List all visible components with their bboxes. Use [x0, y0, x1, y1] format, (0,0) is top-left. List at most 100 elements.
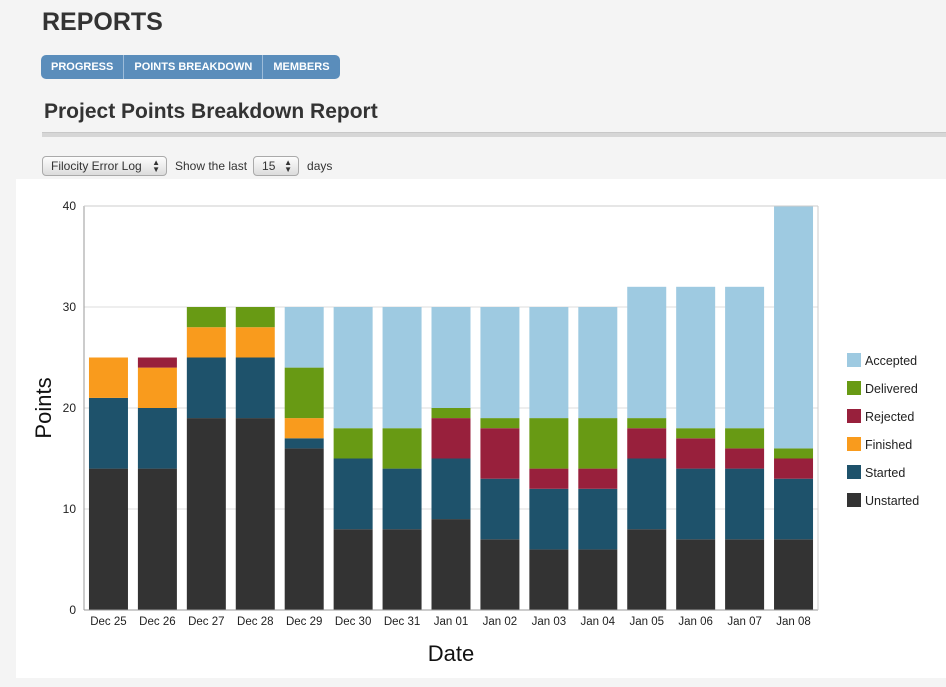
- x-tick-label: Jan 07: [727, 616, 762, 628]
- bar-segment-unstarted[interactable]: [333, 529, 373, 610]
- bar-segment-rejected[interactable]: [480, 428, 520, 479]
- bar-segment-finished[interactable]: [88, 357, 128, 398]
- legend-label-delivered: Delivered: [865, 382, 918, 396]
- bar-segment-rejected[interactable]: [431, 418, 471, 459]
- x-tick-label: Dec 27: [188, 616, 224, 628]
- project-select[interactable]: Filocity Error Log ▲ ▼: [42, 156, 167, 176]
- bar-segment-unstarted[interactable]: [627, 529, 667, 610]
- bar-segment-unstarted[interactable]: [529, 549, 569, 610]
- bar-segment-unstarted[interactable]: [235, 418, 275, 610]
- x-tick-label: Jan 05: [629, 616, 664, 628]
- bar-segment-delivered[interactable]: [627, 418, 667, 429]
- bar-segment-accepted[interactable]: [382, 307, 422, 429]
- bar-segment-unstarted[interactable]: [676, 539, 716, 610]
- legend-swatch-delivered: [847, 381, 861, 395]
- x-tick-label: Jan 02: [483, 616, 518, 628]
- bar-segment-accepted[interactable]: [627, 286, 667, 419]
- bar-segment-rejected[interactable]: [529, 468, 569, 489]
- bar-segment-started[interactable]: [676, 468, 716, 540]
- bar-segment-delivered[interactable]: [284, 367, 324, 419]
- bar-segment-rejected[interactable]: [676, 438, 716, 469]
- bar-segment-accepted[interactable]: [578, 307, 618, 419]
- bar-segment-rejected[interactable]: [578, 468, 618, 489]
- bar-segment-accepted[interactable]: [529, 307, 569, 419]
- bar-segment-unstarted[interactable]: [284, 448, 324, 610]
- bar-segment-accepted[interactable]: [725, 286, 765, 429]
- y-tick-label: 0: [69, 603, 76, 617]
- bar-segment-started[interactable]: [235, 357, 275, 419]
- bar-segment-accepted[interactable]: [676, 286, 716, 429]
- bar-segment-delivered[interactable]: [382, 428, 422, 469]
- bar-segment-unstarted[interactable]: [137, 468, 177, 610]
- legend-label-finished: Finished: [865, 438, 912, 452]
- bar-segment-unstarted[interactable]: [431, 519, 471, 610]
- bar-segment-delivered[interactable]: [774, 448, 814, 459]
- bar-segment-unstarted[interactable]: [480, 539, 520, 610]
- bar-segment-unstarted[interactable]: [725, 539, 765, 610]
- legend-swatch-started: [847, 465, 861, 479]
- bar-segment-delivered[interactable]: [431, 408, 471, 419]
- bar-segment-accepted[interactable]: [333, 307, 373, 429]
- report-controls: Filocity Error Log ▲ ▼ Show the last 15 ▲…: [42, 156, 332, 176]
- bar-segment-accepted[interactable]: [774, 206, 814, 449]
- bar-segment-unstarted[interactable]: [578, 549, 618, 610]
- bar-segment-unstarted[interactable]: [88, 468, 128, 610]
- legend-swatch-unstarted: [847, 493, 861, 507]
- bar-segment-accepted[interactable]: [431, 307, 471, 408]
- bar-segment-delivered[interactable]: [725, 428, 765, 449]
- bar-segment-delivered[interactable]: [578, 418, 618, 469]
- x-tick-label: Jan 01: [434, 616, 469, 628]
- legend-label-accepted: Accepted: [865, 354, 917, 368]
- x-tick-label: Dec 29: [286, 616, 322, 628]
- bar-segment-started[interactable]: [578, 488, 618, 550]
- bar-segment-accepted[interactable]: [480, 307, 520, 419]
- tab-points-breakdown[interactable]: POINTS BREAKDOWN: [124, 55, 264, 79]
- bar-segment-started[interactable]: [137, 408, 177, 469]
- bar-segment-rejected[interactable]: [725, 448, 765, 469]
- bar-segment-finished[interactable]: [137, 367, 177, 408]
- bar-segment-finished[interactable]: [284, 418, 324, 439]
- bar-segment-started[interactable]: [88, 397, 128, 469]
- bar-segment-rejected[interactable]: [774, 458, 814, 479]
- bar-segment-rejected[interactable]: [137, 357, 177, 368]
- bar-segment-started[interactable]: [284, 438, 324, 449]
- bar-segment-delivered[interactable]: [480, 418, 520, 429]
- bar-segment-delivered[interactable]: [186, 307, 226, 328]
- bar-segment-delivered[interactable]: [235, 307, 275, 328]
- title-divider: [42, 132, 946, 137]
- x-tick-label: Dec 30: [335, 616, 371, 628]
- bar-segment-started[interactable]: [382, 468, 422, 530]
- bar-segment-finished[interactable]: [235, 327, 275, 358]
- bar-segment-delivered[interactable]: [676, 428, 716, 439]
- bar-segment-finished[interactable]: [186, 327, 226, 358]
- x-tick-label: Dec 31: [384, 616, 420, 628]
- bar-segment-unstarted[interactable]: [774, 539, 814, 610]
- y-tick-label: 20: [63, 401, 77, 415]
- bar-segment-accepted[interactable]: [284, 307, 324, 368]
- bar-segment-started[interactable]: [774, 478, 814, 540]
- bar-segment-started[interactable]: [529, 488, 569, 550]
- bar-segment-delivered[interactable]: [529, 418, 569, 469]
- days-label: days: [307, 159, 333, 173]
- legend-label-rejected: Rejected: [865, 410, 914, 424]
- select-arrows-icon: ▲ ▼: [152, 158, 160, 174]
- y-axis-title: Points: [31, 377, 56, 438]
- tab-progress[interactable]: PROGRESS: [41, 55, 125, 79]
- bar-segment-started[interactable]: [725, 468, 765, 540]
- legend-swatch-finished: [847, 437, 861, 451]
- bar-segment-started[interactable]: [186, 357, 226, 419]
- bar-segment-unstarted[interactable]: [382, 529, 422, 610]
- report-tabs: PROGRESS POINTS BREAKDOWN MEMBERS: [41, 55, 340, 79]
- tab-members[interactable]: MEMBERS: [273, 61, 330, 73]
- bar-segment-started[interactable]: [431, 458, 471, 520]
- report-title: Project Points Breakdown Report: [44, 100, 378, 123]
- bar-segment-delivered[interactable]: [333, 428, 373, 459]
- bar-segment-started[interactable]: [333, 458, 373, 530]
- project-select-value: Filocity Error Log: [51, 159, 142, 173]
- legend-swatch-rejected: [847, 409, 861, 423]
- days-select[interactable]: 15 ▲ ▼: [253, 156, 300, 176]
- bar-segment-started[interactable]: [480, 478, 520, 540]
- bar-segment-rejected[interactable]: [627, 428, 667, 459]
- bar-segment-started[interactable]: [627, 458, 667, 530]
- bar-segment-unstarted[interactable]: [186, 418, 226, 610]
